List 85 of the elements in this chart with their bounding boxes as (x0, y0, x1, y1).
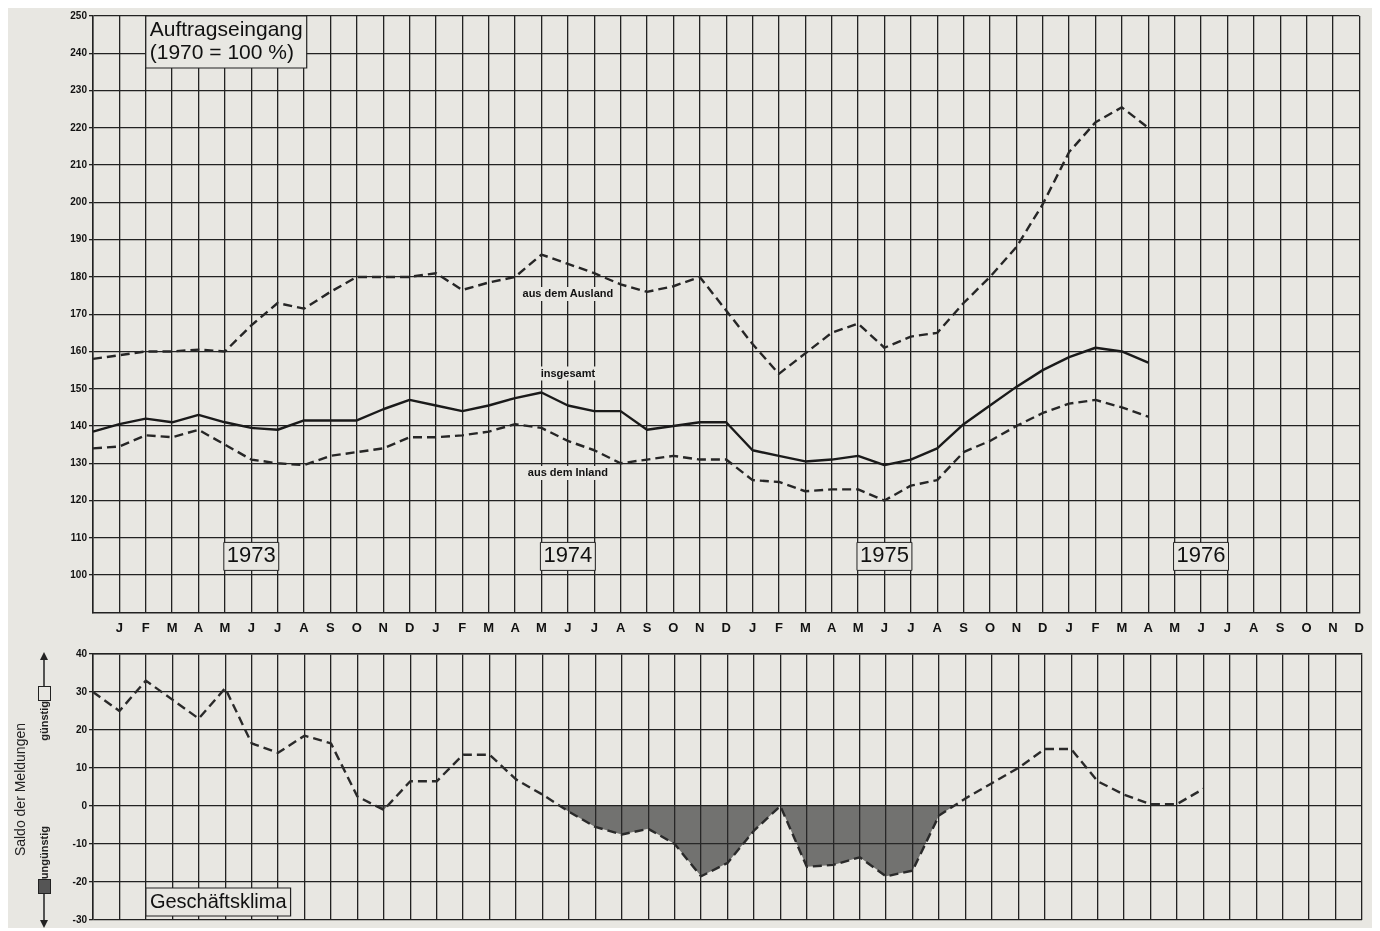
y-tick-label: 210 (70, 158, 88, 170)
x-tick-label: J (880, 619, 889, 635)
series-label: aus dem Inland (527, 465, 608, 478)
y-tick-label: 200 (70, 196, 88, 208)
x-tick-label: O (351, 619, 362, 635)
x-tick-label: F (1091, 619, 1100, 635)
x-tick-label: J (590, 619, 598, 635)
x-tick-label: M (799, 619, 811, 635)
annotation: 1974 (543, 542, 593, 568)
y-tick-label: 190 (70, 233, 88, 245)
x-tick-label: J (1197, 619, 1205, 635)
x-tick-label: D (721, 619, 731, 635)
y-tick-label: 110 (70, 531, 88, 543)
y-tick-label: -10 (72, 837, 88, 849)
x-tick-label: O (668, 619, 679, 635)
x-tick-label: S (326, 619, 336, 635)
x-tick-label: J (907, 619, 915, 635)
x-tick-label: M (852, 619, 864, 635)
y-tick-label: 160 (70, 345, 88, 357)
x-tick-label: M (483, 619, 495, 635)
x-tick-label: F (458, 619, 467, 635)
y-tick-label: 100 (70, 568, 88, 580)
text: günstig (38, 701, 50, 741)
x-tick-label: J (432, 619, 440, 635)
x-tick-label: J (247, 619, 255, 635)
annotation: 1973 (226, 542, 276, 568)
y-tick-label: 40 (75, 647, 88, 659)
x-tick-label: F (774, 619, 783, 635)
y-tick-label: -30 (72, 913, 88, 925)
annotation: 1975 (859, 542, 909, 568)
x-tick-label: A (193, 619, 204, 635)
text: (1970 = 100 %) (149, 40, 294, 64)
x-tick-label: J (564, 619, 572, 635)
x-tick-label: N (378, 619, 388, 635)
series-label: insgesamt (540, 366, 596, 379)
y-tick-label: 30 (75, 685, 88, 697)
y-tick-label: 180 (70, 270, 88, 282)
x-tick-label: M (1116, 619, 1128, 635)
x-tick-label: M (166, 619, 178, 635)
x-tick-label: M (1169, 619, 1181, 635)
x-tick-label: J (1223, 619, 1232, 635)
y-tick-label: 130 (70, 457, 88, 469)
x-tick-label: S (959, 619, 969, 635)
chart-title: Auftragseingang (149, 17, 303, 41)
x-tick-label: D (404, 619, 415, 635)
x-tick-label: O (1301, 619, 1312, 635)
x-tick-label: J (748, 619, 757, 635)
x-tick-label: N (1328, 619, 1338, 635)
y-tick-label: 140 (70, 419, 88, 431)
x-tick-label: S (642, 619, 652, 635)
y-axis-title: Saldo der Meldungen (12, 723, 28, 857)
x-tick-label: S (1275, 619, 1285, 635)
x-tick-label: A (826, 619, 837, 635)
y-tick-label: 250 (70, 9, 88, 21)
x-tick-label: D (1354, 619, 1364, 635)
x-tick-label: J (115, 619, 123, 635)
y-tick-label: 20 (75, 723, 88, 735)
x-tick-label: A (1249, 619, 1260, 635)
y-tick-label: 220 (70, 121, 88, 133)
y-tick-label: 170 (70, 307, 88, 319)
x-tick-label: A (932, 619, 943, 635)
x-tick-label: D (1038, 619, 1048, 635)
text: Geschäftsklima (149, 889, 288, 912)
x-tick-label: M (219, 619, 231, 635)
y-tick-label: 150 (70, 382, 88, 394)
annotation: 1976 (1176, 542, 1226, 568)
x-tick-label: A (510, 619, 521, 635)
y-tick-label: 10 (75, 761, 88, 773)
y-tick-label: 120 (70, 494, 88, 506)
x-tick-label: M (536, 619, 547, 635)
text: ungünstig (38, 825, 50, 879)
y-tick-label: 0 (81, 799, 88, 811)
x-tick-label: A (1143, 619, 1154, 635)
x-tick-label: J (274, 619, 282, 635)
x-tick-label: J (1065, 619, 1073, 635)
x-tick-label: N (1011, 619, 1022, 635)
y-tick-label: -20 (72, 875, 88, 887)
x-tick-label: O (984, 619, 996, 635)
y-tick-label: 230 (70, 84, 88, 96)
x-tick-label: A (299, 619, 310, 635)
series-label: aus dem Ausland (522, 286, 614, 299)
x-tick-label: N (695, 619, 705, 635)
x-tick-label: A (615, 619, 626, 635)
x-tick-label: F (141, 619, 150, 635)
y-tick-label: 240 (70, 47, 88, 59)
